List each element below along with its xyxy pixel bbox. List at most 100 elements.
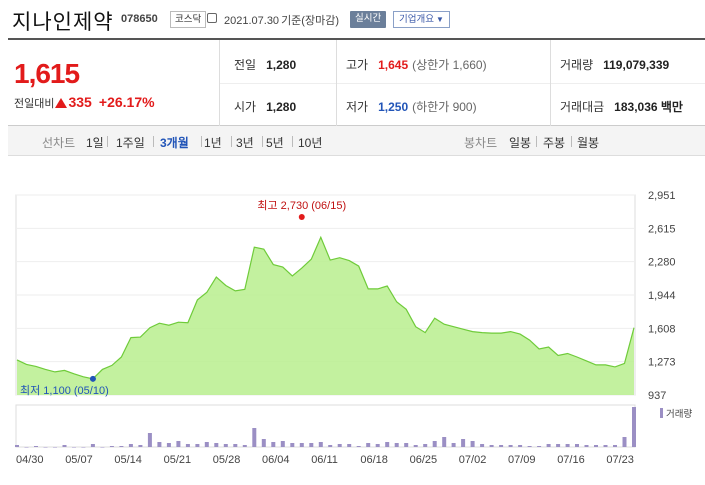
max-marker [298,213,305,220]
chart-tabs: 선차트 1일 1주일 3개월 1년 3년 5년 10년 봉차트 일봉 주봉 월봉 [8,126,705,156]
realtime-button[interactable]: 실시간 [350,11,387,28]
volume-bar [565,444,570,447]
open-label: 시가 [234,100,257,114]
x-tick-label: 05/07 [65,454,93,466]
tab-3y[interactable]: 3년 [236,136,254,150]
col-divider [550,40,551,126]
volume-bar [394,443,399,447]
price-change: 전일대비 335 +26.17% [14,94,155,111]
volume-bar [261,439,266,447]
price-line [16,235,635,380]
volume-bar [299,443,304,447]
x-axis: 04/30 05/07 05/14 05/21 05/28 06/04 06/11 06/18… [16,454,634,466]
volume-bar [90,444,95,447]
volume-bar [461,439,466,447]
y-tick-label: 1,608 [648,323,676,335]
volume-legend-swatch [660,408,663,418]
volume-bar [72,447,76,448]
lower-limit: (하한가 900) [412,100,477,114]
max-label: 최고 2,730 (06/15) [257,199,346,212]
volume-bar [613,445,617,447]
upper-limit: (상한가 1,660) [412,58,487,72]
volume-bars: 거래량 [15,404,692,448]
volume-bar [157,442,162,447]
volume-bar [423,444,428,447]
tab-separator [262,136,263,147]
volume-bar [518,445,523,447]
price-panel: 1,615 전일대비 335 +26.17% [8,40,220,126]
volume-bar [166,443,171,447]
volume-bar [252,428,257,447]
y-tick-label: 2,615 [648,223,676,235]
company-info-dropdown[interactable]: 기업개요 ▼ [393,11,450,28]
volume-bar [508,445,513,447]
price-chart-svg: 2,951 2,615 2,280 1,944 1,608 1,273 937 거래량 04… [15,190,692,466]
up-arrow-icon [55,98,68,108]
open-value: 1,280 [266,100,297,114]
quote-summary: 1,615 전일대비 335 +26.17% 전일 1,280 고가 1,645 (상한… [8,38,705,126]
tab-1w[interactable]: 1주일 [116,136,145,150]
change-label: 전일대비 [14,98,55,110]
tab-separator [571,136,572,147]
x-tick-label: 05/14 [114,454,142,466]
volume-label: 거래량 [560,58,594,72]
date-value: 2021.07.30 [224,15,280,27]
prev-close: 전일 1,280 [234,56,296,73]
tab-10y[interactable]: 10년 [298,136,323,150]
y-tick-label: 1,944 [648,290,676,302]
volume-bar [100,447,105,448]
volume-bar [584,445,589,447]
volume-bar [451,443,456,447]
y-tick-label: 2,951 [648,190,676,202]
x-tick-label: 07/09 [508,454,536,466]
volume-bar [271,442,276,447]
volume-bar [43,447,48,448]
x-tick-label: 06/25 [410,454,438,466]
volume-bar [537,446,542,447]
change-value: 335 [68,94,92,110]
tab-daily[interactable]: 일봉 [509,136,532,150]
volume-bar [413,445,418,447]
volume-bar [442,437,447,447]
open-price: 시가 1,280 [234,98,296,115]
volume-bar [632,407,636,447]
tab-separator [107,136,108,147]
tab-monthly[interactable]: 월봉 [577,136,600,150]
min-label: 최저 1,100 (05/10) [20,384,109,397]
col-divider [336,40,337,126]
quote-date: 2021.07.30 기준(장마감) [222,12,339,28]
volume-bar [546,444,551,447]
x-tick-label: 07/23 [606,454,634,466]
volume-bar [489,445,494,447]
tab-1y[interactable]: 1년 [204,136,222,150]
x-tick-label: 04/30 [16,454,44,466]
price-area [16,235,635,395]
volume-bar [622,437,627,447]
y-tick-label: 2,280 [648,257,676,269]
date-basis: 기준(장마감) [281,15,339,27]
tab-3m[interactable]: 3개월 [160,136,189,150]
amount-label: 거래대금 [560,100,605,114]
volume-bar [109,446,114,447]
high-value: 1,645 [378,58,409,72]
tab-1d[interactable]: 1일 [86,136,104,150]
tab-separator [231,136,232,147]
low-price: 저가 1,250 (하한가 900) [346,98,477,115]
volume-bar [375,444,380,447]
x-tick-label: 06/18 [360,454,388,466]
volume-bar [138,445,143,447]
volume-bar [223,444,228,447]
tab-separator [536,136,537,147]
x-tick-label: 06/04 [262,454,290,466]
tab-5y[interactable]: 5년 [266,136,284,150]
candle-chart-label: 봉차트 [464,136,498,150]
x-tick-label: 05/21 [164,454,192,466]
volume-bar [328,445,333,447]
price-chart: 2,951 2,615 2,280 1,944 1,608 1,273 937 거래량 04… [0,160,705,480]
volume-bar [432,441,437,447]
trade-amount: 거래대금 183,036 백만 [560,98,683,115]
tab-weekly[interactable]: 주봉 [543,136,566,150]
x-tick-label: 07/02 [459,454,487,466]
volume-bar [24,447,29,448]
tab-separator [201,136,202,147]
